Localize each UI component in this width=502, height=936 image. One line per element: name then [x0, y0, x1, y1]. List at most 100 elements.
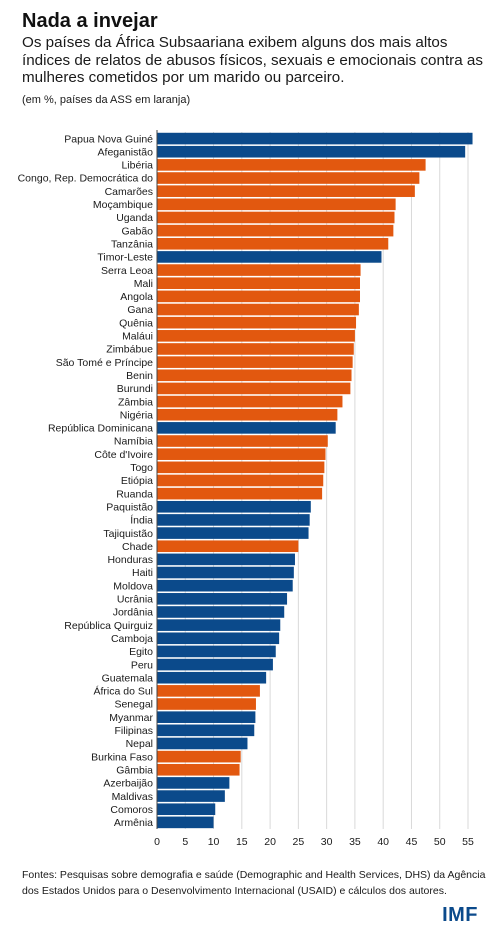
category-label: Peru — [131, 659, 153, 671]
x-tick-label: 30 — [321, 836, 333, 848]
category-label: Filipinas — [114, 725, 153, 737]
category-label: Myanmar — [109, 712, 153, 724]
bar — [157, 803, 216, 816]
bar — [157, 316, 357, 329]
category-label: Paquistão — [106, 501, 153, 513]
x-tick-label: 20 — [264, 836, 276, 848]
x-tick-label: 0 — [154, 836, 160, 848]
category-label: Gâmbia — [116, 764, 153, 776]
category-label: Nepal — [126, 738, 153, 750]
bar — [157, 487, 323, 500]
chart-subtitle: Os países da África Subsaariana exibem a… — [22, 34, 483, 86]
bar — [157, 790, 225, 802]
category-label: Nigéria — [120, 409, 153, 421]
category-label: África do Sul — [93, 685, 153, 698]
x-tick-label: 55 — [462, 836, 474, 848]
bar — [157, 211, 395, 224]
category-label: Papua Nova Guiné — [64, 133, 153, 145]
bar — [157, 698, 256, 710]
category-label: República Quirguiz — [64, 620, 153, 632]
bar — [157, 224, 394, 237]
bar — [157, 382, 351, 395]
category-label: Senegal — [114, 699, 153, 711]
bar — [157, 711, 256, 723]
bar — [157, 395, 343, 408]
category-label: Haiti — [132, 567, 153, 579]
bar — [157, 198, 396, 211]
bar — [157, 448, 326, 460]
category-label: Ruanda — [116, 488, 153, 500]
category-label: Armênia — [114, 817, 153, 829]
category-label: Uganda — [116, 212, 153, 224]
category-label: Maldivas — [112, 791, 153, 803]
bar — [157, 777, 230, 789]
bar — [157, 724, 255, 737]
x-tick-label: 15 — [236, 836, 248, 848]
x-tick-label: 10 — [208, 836, 220, 848]
x-tick-label: 50 — [434, 836, 446, 848]
x-tick-label: 5 — [182, 836, 188, 848]
category-label: Etiópia — [121, 475, 153, 487]
bar — [157, 737, 248, 750]
category-label: Quênia — [119, 317, 153, 329]
x-tick-label: 35 — [349, 836, 361, 848]
chart-title: Nada a invejar — [22, 10, 158, 32]
category-label: Maláui — [122, 331, 153, 343]
bar — [157, 422, 336, 434]
imf-logo: IMF — [442, 904, 478, 926]
bar — [157, 408, 338, 421]
category-label: Burundi — [117, 383, 153, 395]
bar — [157, 277, 360, 290]
category-label: Timor-Leste — [97, 252, 153, 264]
category-label: Mali — [134, 278, 153, 290]
category-label: Honduras — [107, 554, 153, 566]
bar — [157, 132, 473, 145]
bar — [157, 290, 360, 303]
category-label: Congo, Rep. Democrática do — [18, 173, 154, 185]
category-label: Burkina Faso — [91, 751, 153, 763]
category-label: Ucrânia — [117, 594, 153, 606]
bar — [157, 685, 260, 697]
bar — [157, 606, 285, 618]
category-label: Chade — [122, 541, 153, 553]
bar — [157, 632, 280, 645]
bar — [157, 172, 420, 184]
category-label: Zâmbia — [118, 396, 153, 408]
x-tick-label: 40 — [377, 836, 389, 848]
source-note: Fontes: Pesquisas sobre demografia e saú… — [22, 869, 486, 897]
bar — [157, 671, 267, 684]
category-label: Afeganistão — [98, 146, 154, 158]
bar — [157, 527, 309, 539]
bar — [157, 579, 293, 592]
bar — [157, 356, 353, 368]
bar — [157, 658, 273, 671]
category-label: Índia — [130, 514, 153, 527]
category-label: São Tomé e Príncipe — [56, 357, 153, 369]
category-label: Libéria — [121, 160, 153, 172]
category-label: Moldova — [113, 580, 153, 592]
bar — [157, 251, 382, 263]
category-label: Angola — [120, 291, 153, 303]
bar — [157, 553, 295, 566]
bar — [157, 816, 214, 829]
category-label: Tanzânia — [111, 238, 153, 250]
category-label: Tajiquistão — [103, 528, 153, 540]
category-label: Zimbábue — [106, 344, 153, 356]
x-tick-label: 45 — [406, 836, 418, 848]
bar — [157, 500, 311, 513]
category-label: Namíbia — [114, 436, 153, 448]
category-label: Côte d'Ivoire — [94, 449, 153, 461]
category-label: Camboja — [111, 633, 153, 645]
bar — [157, 237, 389, 250]
bar — [157, 540, 299, 553]
category-label: Gabão — [121, 225, 153, 237]
category-label: Egito — [129, 646, 153, 658]
category-label: Gana — [127, 304, 153, 316]
bar — [157, 474, 324, 487]
bar — [157, 645, 276, 658]
category-label: Comoros — [110, 804, 153, 816]
bar — [157, 343, 354, 355]
category-label: Serra Leoa — [101, 265, 153, 277]
bar — [157, 593, 288, 605]
